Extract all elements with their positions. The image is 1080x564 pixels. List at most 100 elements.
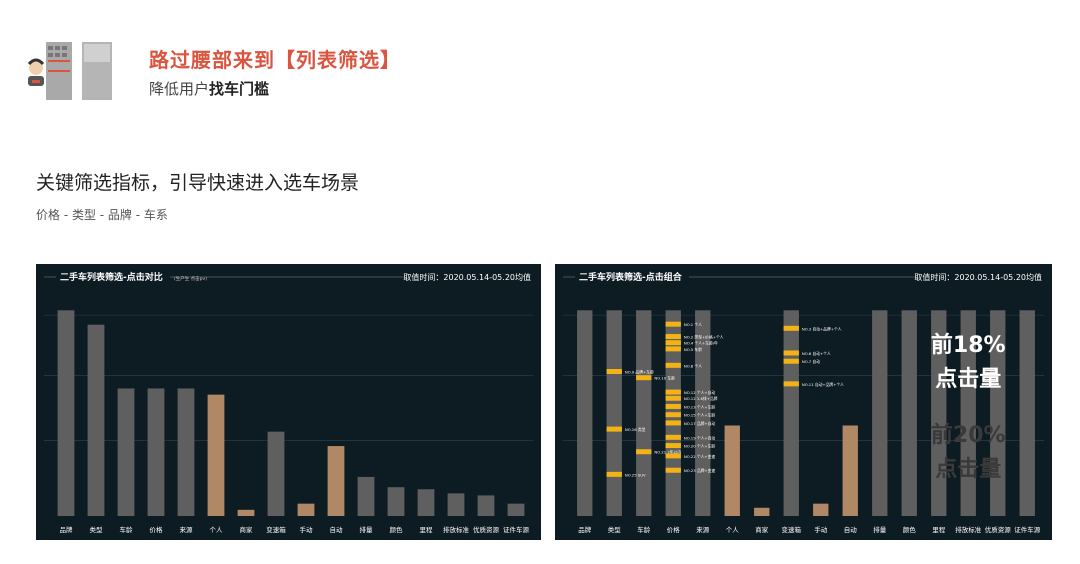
bar-13	[960, 310, 976, 516]
annotation-marker-22	[606, 471, 622, 477]
annotation-label-8: NO.9 品牌+车龄	[625, 370, 654, 375]
annotation-marker-7	[665, 362, 681, 368]
annotation-label-21: NO.23 品牌+变速	[684, 468, 715, 473]
overlay-line-4: 点击量	[935, 456, 1001, 482]
chart-title-bg	[575, 270, 689, 284]
tick-label-11: 颜色	[390, 525, 404, 534]
annotation-marker-17	[665, 434, 681, 440]
bar-14	[477, 495, 495, 516]
subtitle-prefix: 降低用户	[149, 80, 210, 98]
bar-2	[636, 310, 652, 516]
tick-label-2: 车龄	[120, 525, 134, 534]
bar-5	[724, 425, 740, 516]
annotation-label-4: NO.5 车龄	[684, 347, 702, 352]
annotation-label-12: NO.12 1.6排+品牌	[684, 396, 718, 401]
bar-11	[901, 310, 917, 516]
annotation-marker-9	[636, 375, 652, 381]
annotation-marker-11	[665, 389, 681, 395]
tick-label-10: 排量	[360, 525, 374, 534]
annotation-marker-2	[783, 325, 799, 331]
annotation-label-5: NO.6 自动+个人	[802, 351, 831, 356]
tick-label-15: 证件车源	[503, 525, 530, 534]
tick-label-8: 手动	[300, 525, 314, 534]
annotation-marker-19	[636, 449, 652, 455]
bar-10	[872, 310, 888, 516]
tick-label-6: 商家	[755, 525, 769, 534]
annotation-marker-6	[783, 358, 799, 364]
bar-6	[237, 509, 255, 516]
tick-label-7: 变速箱	[266, 525, 286, 534]
annotation-marker-15	[665, 420, 681, 426]
bar-14	[990, 310, 1006, 516]
bar-13	[447, 493, 465, 516]
annotation-label-22: NO.25 SUV	[625, 472, 646, 477]
annotation-marker-18	[665, 443, 681, 449]
annotation-marker-8	[606, 369, 622, 374]
tick-label-13: 排放标准	[443, 525, 470, 534]
bar-8	[813, 503, 829, 516]
annotation-marker-0	[665, 321, 681, 327]
annotation-marker-5	[783, 350, 799, 356]
bar-12	[931, 310, 947, 516]
bar-5	[207, 394, 225, 516]
click-compare-chart-svg: 二手车列表筛选-点击对比 (生产生 点击pv) 取值时间：2020.05.14-05…	[44, 270, 533, 534]
chart-date: 取值时间：2020.05.14-05.20均值	[914, 272, 1042, 282]
tick-label-8: 手动	[814, 525, 828, 534]
annotation-label-14: NO.15 个人+车龄	[684, 413, 715, 418]
annotation-label-2: NO.3 自动+品牌+个人	[802, 326, 842, 331]
annotation-label-17: NO.19 个人+自动	[684, 435, 715, 440]
click-compare-chart: 二手车列表筛选-点击对比 (生产生 点击pv) 取值时间：2020.05.14-05…	[36, 264, 541, 540]
tick-label-15: 证件车源	[1014, 525, 1041, 534]
bar-7	[267, 431, 285, 516]
page-subtitle: 降低用户找车门槛	[149, 78, 269, 99]
bar-4	[177, 388, 195, 516]
annotation-marker-21	[665, 467, 681, 473]
annotation-label-0: NO.1 个人	[684, 322, 702, 327]
bar-9	[842, 425, 858, 516]
annotation-label-6: NO.7 自动	[802, 359, 820, 364]
annotation-label-3: NO.4 个人+车龄/年	[684, 341, 718, 346]
date-bg	[405, 270, 533, 284]
click-combo-chart: 二手车列表筛选-点击组合 取值时间：2020.05.14-05.20均值 品牌 类型 车…	[555, 264, 1052, 540]
annotation-label-18: NO.20 个人+车龄	[684, 444, 715, 449]
bar-15	[1019, 310, 1035, 516]
chart-title-note: (生产生 点击pv)	[174, 275, 207, 282]
annotation-label-10: NO.11 自动+品牌+个人	[802, 382, 844, 387]
bar-8	[297, 503, 315, 516]
annotation-marker-20	[665, 453, 681, 459]
annotation-marker-1	[665, 334, 681, 340]
annotation-marker-4	[665, 346, 681, 352]
bar-1	[87, 324, 105, 516]
annotation-label-13: NO.13 个人+车龄	[684, 404, 715, 409]
tick-label-13: 排放标准	[955, 525, 982, 534]
tick-label-14: 优质资源	[473, 525, 500, 534]
overlay-line-3: 前20%	[931, 422, 1006, 448]
bar-0	[57, 310, 75, 516]
tick-label-3: 价格	[150, 525, 164, 534]
annotation-marker-16	[606, 426, 622, 432]
tick-label-12: 里程	[932, 525, 946, 534]
tick-label-0: 品牌	[60, 525, 74, 534]
bar-7	[783, 310, 799, 516]
bar-0	[577, 310, 593, 516]
annotation-marker-13	[665, 403, 681, 409]
annotation-marker-14	[665, 412, 681, 418]
annotation-marker-10	[783, 381, 799, 387]
bar-11	[387, 487, 405, 516]
tick-label-1: 类型	[90, 525, 104, 534]
annotation-label-1: NO.2 类型+价格+个人	[684, 335, 724, 340]
annotation-label-11: NO.12 个人+自动	[684, 390, 715, 395]
page-title: 路过腰部来到【列表筛选】	[149, 48, 401, 72]
page-header: 路过腰部来到【列表筛选】 降低用户找车门槛	[24, 40, 524, 104]
subtitle-emphasis: 找车门槛	[209, 80, 270, 98]
tick-label-5: 个人	[726, 526, 740, 534]
tick-label-12: 里程	[420, 525, 434, 534]
section-subtitle: 价格 - 类型 - 品牌 - 车系	[36, 208, 168, 222]
tick-label-10: 排量	[873, 525, 887, 534]
tick-label-14: 优质资源	[985, 525, 1012, 534]
tick-label-9: 自动	[844, 525, 858, 534]
chart-date: 取值时间：2020.05.14-05.20均值	[403, 272, 531, 282]
tick-label-0: 品牌	[578, 525, 592, 534]
bar-15	[507, 503, 525, 516]
